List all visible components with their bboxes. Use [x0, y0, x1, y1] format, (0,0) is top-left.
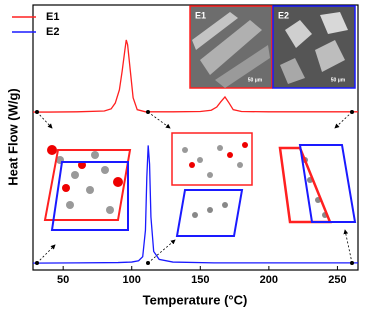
crystal-structures	[45, 133, 355, 236]
inset-label: E1	[195, 10, 206, 20]
chart: E1 E2 50 μm 50 μm Temperature (°C) Heat …	[0, 0, 366, 310]
legend-label: E2	[46, 26, 59, 38]
scale-bar-label: 50 μm	[331, 77, 346, 83]
x-tick-label: 100	[123, 274, 141, 286]
x-tick-label: 250	[328, 274, 346, 286]
inset-label: E2	[278, 10, 289, 20]
scale-bar-label: 50 μm	[248, 77, 263, 83]
legend-label: E1	[46, 11, 59, 23]
x-tick-label: 200	[260, 274, 278, 286]
y-axis-label: Heat Flow (W/g)	[5, 88, 20, 186]
sem-inset: E1 E2 50 μm 50 μm	[190, 6, 355, 88]
x-axis-label: Temperature (°C)	[143, 292, 248, 307]
x-tick-label: 150	[191, 274, 209, 286]
x-tick-label: 50	[57, 274, 69, 286]
